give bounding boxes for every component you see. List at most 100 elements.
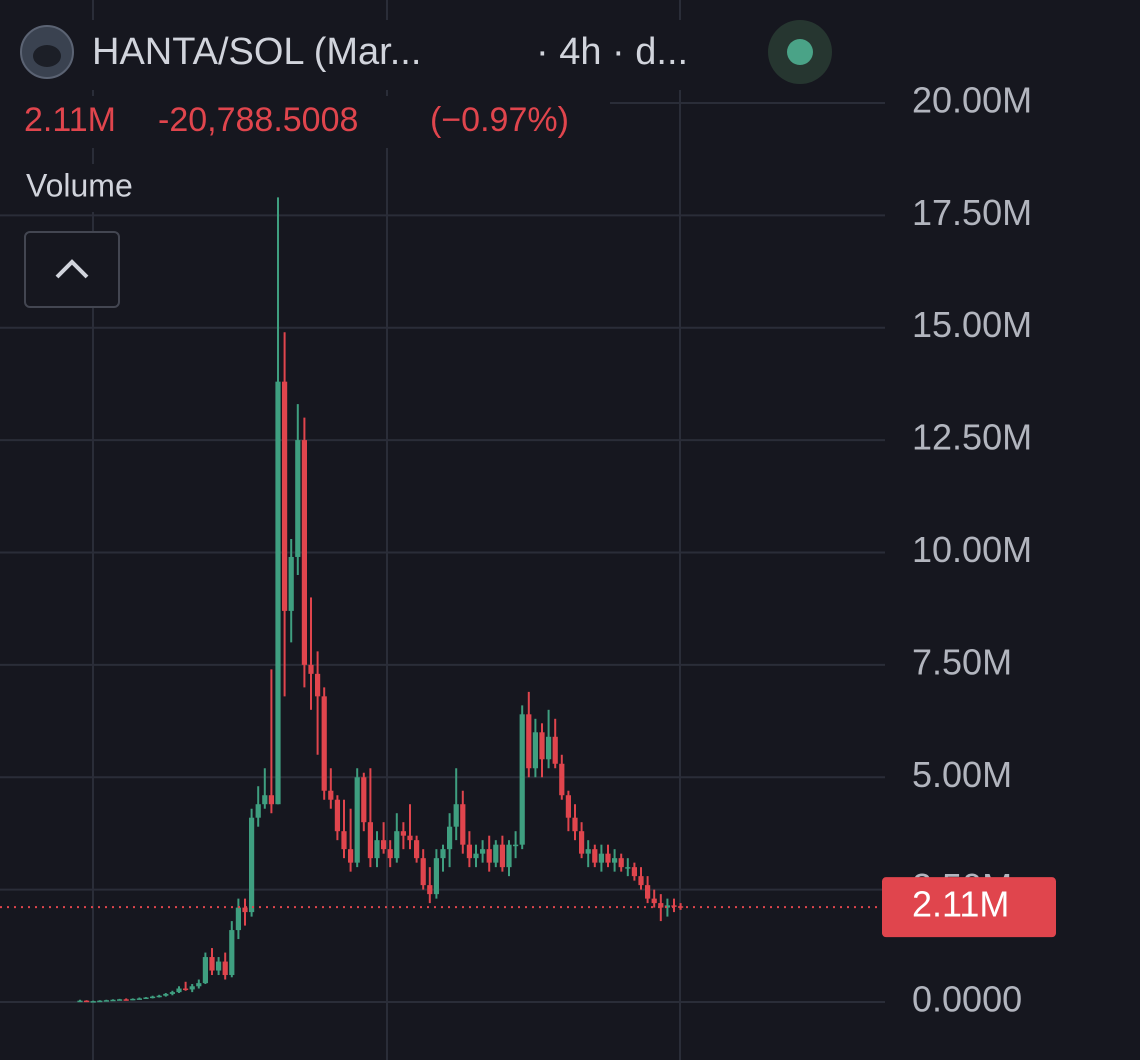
candle-body (427, 885, 433, 895)
candle-body (354, 777, 360, 863)
candle-body (156, 995, 162, 998)
candle-body (585, 849, 591, 854)
last-price: 2.11M (24, 101, 116, 139)
candle-body (268, 795, 274, 805)
candle-body (348, 849, 354, 863)
candle-body (117, 999, 123, 1001)
candle-body (328, 790, 334, 800)
candle-body (242, 907, 248, 913)
candle-body (598, 853, 604, 863)
candle-body (506, 844, 512, 868)
candle-body (169, 992, 175, 994)
price-bg (0, 96, 610, 148)
y-tick-label: 20.00M (912, 79, 1032, 120)
candle-body (308, 664, 314, 674)
symbol-title[interactable]: HANTA/SOL (Mar... (92, 31, 421, 73)
candle-body (539, 732, 545, 760)
candle-body (84, 1000, 90, 1003)
candle-body (123, 999, 129, 1001)
y-tick-label: 15.00M (912, 304, 1032, 345)
plot (0, 197, 882, 1003)
candle-body (381, 840, 387, 850)
candle-body (176, 988, 182, 993)
candle-body (315, 673, 321, 697)
candle-body (202, 957, 208, 984)
candle-body (565, 795, 571, 818)
candle-body (526, 714, 532, 769)
candle-body (334, 799, 340, 832)
candle-body (552, 736, 558, 764)
candle-body (196, 983, 202, 987)
y-axis: 0.00002.50M5.00M7.50M10.00M12.50M15.00M1… (882, 79, 1056, 1020)
y-tick-label: 0.0000 (912, 979, 1022, 1020)
candle-body (367, 822, 373, 859)
candle-body (447, 826, 453, 850)
candle-body (460, 804, 466, 845)
candle-body (420, 858, 426, 886)
candle-body (387, 849, 393, 859)
y-tick-label: 10.00M (912, 529, 1032, 570)
candle-body (440, 849, 446, 859)
candle-body (275, 381, 281, 805)
interval-label[interactable]: · 4h · d... (536, 31, 688, 73)
candle-body (631, 867, 637, 877)
collapse-button[interactable] (24, 231, 120, 308)
candle-body (262, 795, 268, 805)
candle-body (150, 996, 156, 999)
candle-body (103, 1000, 109, 1002)
candle-body (513, 844, 519, 847)
candle-body (671, 905, 677, 907)
y-tick-label: 5.00M (912, 754, 1012, 795)
candle-body (645, 885, 651, 899)
candle-body (209, 957, 215, 971)
candle-body (282, 381, 288, 611)
candle-body (235, 907, 241, 931)
candle-body (638, 876, 644, 886)
candle-body (480, 849, 486, 854)
y-tick-label: 7.50M (912, 641, 1012, 682)
grid (0, 101, 885, 1004)
candle-body (414, 840, 420, 859)
candle-body (288, 556, 294, 611)
candle-body (295, 440, 301, 557)
candle-body (374, 840, 380, 859)
candle-body (546, 736, 552, 760)
candle-body (486, 849, 492, 863)
candle-body (618, 858, 624, 868)
candle-body (229, 930, 235, 976)
candle-body (532, 732, 538, 769)
candle-body (361, 777, 367, 823)
candle-body (216, 961, 222, 971)
candle-body (605, 853, 611, 863)
icon-shape (33, 45, 61, 67)
candle-body (255, 804, 261, 818)
candle-body (453, 804, 459, 827)
candle-body (466, 844, 472, 859)
status-dot (787, 39, 813, 65)
candle-body (97, 1000, 103, 1003)
candle-body (77, 1000, 83, 1003)
candle-body (249, 817, 255, 913)
candle-body (499, 844, 505, 868)
candle-body (130, 998, 136, 1001)
y-tick-label: 17.50M (912, 192, 1032, 233)
candle-body (519, 714, 525, 845)
change-pct: (−0.97%) (430, 101, 569, 139)
last-price-badge-label: 2.11M (912, 884, 1009, 925)
candle-body (90, 1001, 96, 1003)
candle-body (407, 835, 413, 841)
header-bg (0, 20, 760, 90)
candle-body (222, 961, 228, 976)
indicator-label[interactable]: Volume (26, 167, 133, 203)
candle-body (658, 903, 664, 908)
candle-body (433, 858, 439, 895)
candle-body (473, 853, 479, 859)
candle-body (394, 831, 400, 859)
candle-body (559, 763, 565, 796)
candle-body (301, 440, 307, 665)
last-price-badge (882, 877, 1056, 938)
chevron-up (55, 259, 89, 279)
candle-body (625, 867, 631, 869)
